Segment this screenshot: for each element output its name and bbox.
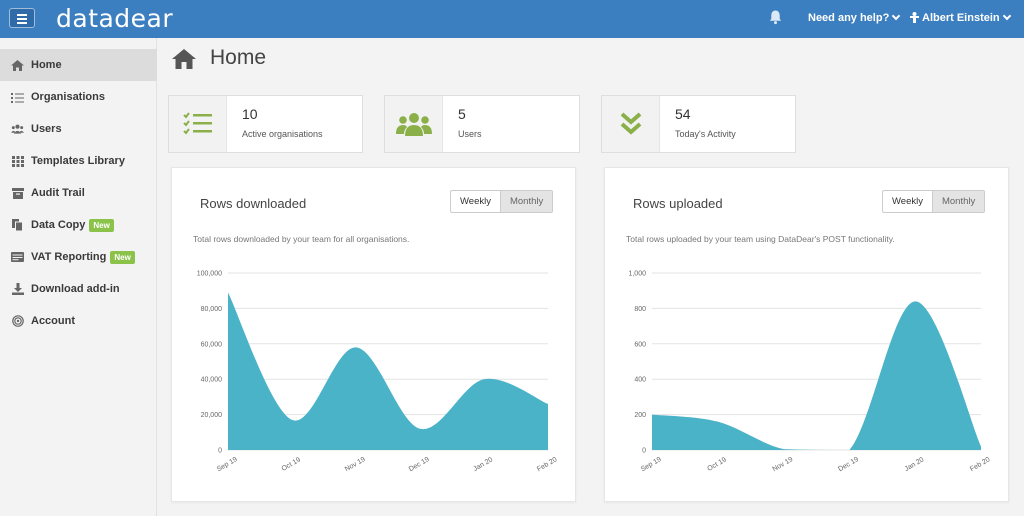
area-series xyxy=(228,292,548,450)
sidebar-item-home[interactable]: Home xyxy=(0,49,157,81)
y-tick-label: 0 xyxy=(218,448,222,455)
area-series xyxy=(652,301,981,450)
double-chevron-down-icon xyxy=(602,96,660,152)
stat-card-organisations[interactable]: 10 Active organisations xyxy=(168,95,363,153)
top-bar: datadear Need any help? Albert Einstein xyxy=(0,0,1024,38)
weekly-button[interactable]: Weekly xyxy=(460,196,491,207)
y-tick-label: 200 xyxy=(634,412,646,419)
x-tick-label: Feb 20 xyxy=(969,456,991,473)
sidebar-item-audit-trail[interactable]: Audit Trail xyxy=(0,177,157,209)
weekly-button[interactable]: Weekly xyxy=(892,196,923,207)
period-toggle: Weekly Monthly xyxy=(882,190,986,213)
x-tick-label: Sep 19 xyxy=(216,456,239,473)
y-tick-label: 20,000 xyxy=(201,412,223,419)
stat-label: Users xyxy=(458,129,482,139)
panel-title: Rows downloaded xyxy=(200,196,307,211)
stat-card-users[interactable]: 5 Users xyxy=(384,95,580,153)
x-tick-label: Oct 19 xyxy=(706,456,727,472)
panel-description: Total rows downloaded by your team for a… xyxy=(193,234,410,244)
y-tick-label: 800 xyxy=(634,306,646,313)
x-tick-label: Feb 20 xyxy=(536,456,558,473)
stat-value: 10 xyxy=(242,106,258,122)
hamburger-menu-button[interactable] xyxy=(9,8,35,28)
sidebar: Home Organisations Users Templates Libra… xyxy=(0,38,157,516)
home-icon xyxy=(172,49,196,69)
stat-value: 54 xyxy=(675,106,691,122)
bell-icon[interactable] xyxy=(768,9,783,25)
y-tick-label: 1,000 xyxy=(628,271,646,278)
page-title: Home xyxy=(210,46,267,69)
sidebar-item-account[interactable]: Account xyxy=(0,305,157,337)
help-dropdown[interactable]: Need any help? xyxy=(808,11,901,24)
y-tick-label: 600 xyxy=(634,341,646,348)
sidebar-item-download-add-in[interactable]: Download add-in xyxy=(0,273,157,305)
checklist-icon xyxy=(169,96,227,152)
monthly-button[interactable]: Monthly xyxy=(499,191,553,212)
user-menu[interactable]: Albert Einstein xyxy=(910,11,1011,24)
users-icon xyxy=(11,123,24,135)
stat-label: Active organisations xyxy=(242,129,323,139)
stat-value: 5 xyxy=(458,106,466,122)
panel-title: Rows uploaded xyxy=(633,196,723,211)
period-toggle: Weekly Monthly xyxy=(450,190,554,213)
x-tick-label: Oct 19 xyxy=(281,456,302,472)
y-tick-label: 0 xyxy=(642,448,646,455)
home-icon xyxy=(11,59,24,71)
brand-logo[interactable]: datadear xyxy=(56,4,174,33)
rows-uploaded-panel: 0 200 400 600 800 1,000 Sep 19 Oct 19 Nov 19 Dec … xyxy=(604,167,1009,502)
sidebar-item-data-copy[interactable]: Data Copy New xyxy=(0,209,157,241)
copy-icon xyxy=(11,219,24,231)
users-icon xyxy=(385,96,443,152)
rows-uploaded-chart: 0 200 400 600 800 1,000 Sep 19 Oct 19 Nov 19 Dec … xyxy=(628,271,991,474)
grid-icon xyxy=(11,155,24,167)
sidebar-item-vat-reporting[interactable]: VAT Reporting New xyxy=(0,241,157,273)
y-tick-label: 80,000 xyxy=(201,306,223,313)
sidebar-item-templates-library[interactable]: Templates Library xyxy=(0,145,157,177)
stat-label: Today's Activity xyxy=(675,129,736,139)
new-badge: New xyxy=(89,218,114,232)
x-tick-label: Jan 20 xyxy=(472,456,494,473)
x-tick-label: Nov 19 xyxy=(771,456,794,473)
x-tick-label: Nov 19 xyxy=(344,456,367,473)
archive-icon xyxy=(11,187,24,199)
fingerprint-icon xyxy=(11,315,24,327)
x-tick-label: Sep 19 xyxy=(640,456,663,473)
monthly-button[interactable]: Monthly xyxy=(931,191,985,212)
sidebar-item-users[interactable]: Users xyxy=(0,113,157,145)
x-tick-label: Dec 19 xyxy=(408,456,431,473)
y-tick-label: 400 xyxy=(634,377,646,384)
person-icon xyxy=(910,12,919,23)
x-tick-label: Jan 20 xyxy=(904,456,926,473)
y-tick-label: 40,000 xyxy=(201,377,223,384)
panel-description: Total rows uploaded by your team using D… xyxy=(626,234,895,244)
chevron-down-icon xyxy=(892,11,901,21)
y-tick-label: 60,000 xyxy=(201,341,223,348)
rows-downloaded-chart: 0 20,000 40,000 60,000 80,000 100,000 Sep 19 Oc… xyxy=(197,271,559,474)
y-tick-label: 100,000 xyxy=(197,271,222,278)
card-icon xyxy=(11,251,24,263)
chevron-down-icon xyxy=(1002,11,1011,21)
stat-card-activity[interactable]: 54 Today's Activity xyxy=(601,95,796,153)
new-badge: New xyxy=(110,250,135,264)
x-tick-label: Dec 19 xyxy=(837,456,860,473)
sidebar-item-organisations[interactable]: Organisations xyxy=(0,81,157,113)
rows-downloaded-panel: 0 20,000 40,000 60,000 80,000 100,000 Sep 19 Oc… xyxy=(171,167,576,502)
list-icon xyxy=(11,91,24,103)
download-icon xyxy=(11,283,24,295)
